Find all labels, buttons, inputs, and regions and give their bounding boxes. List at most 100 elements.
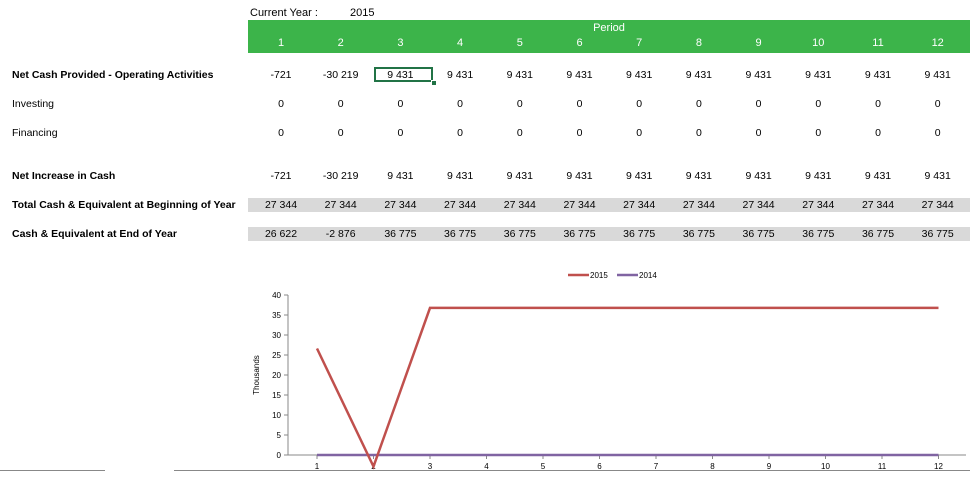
table-cell[interactable]: 9 431 [924, 69, 951, 81]
table-cell[interactable]: 9 431 [387, 69, 414, 81]
table-cell[interactable]: 9 431 [805, 170, 832, 182]
table-cell[interactable]: 9 431 [924, 170, 951, 182]
table-cell[interactable]: 36 775 [384, 228, 417, 240]
table-cell[interactable]: 0 [337, 127, 344, 139]
table-cell[interactable]: 0 [755, 127, 762, 139]
table-cell[interactable]: 27 344 [324, 199, 357, 211]
table-cell[interactable]: 0 [576, 127, 583, 139]
y-tick-label: 25 [272, 351, 281, 360]
table-cell[interactable]: 36 775 [444, 228, 477, 240]
period-number: 10 [812, 37, 825, 49]
row-label: Cash & Equivalent at End of Year [12, 228, 177, 240]
table-cell[interactable]: 0 [516, 127, 523, 139]
table-cell[interactable]: 0 [815, 127, 822, 139]
table-cell[interactable]: 9 431 [626, 69, 653, 81]
period-number: 1 [277, 37, 285, 49]
table-cell[interactable]: 9 431 [626, 170, 653, 182]
x-tick-label: 7 [654, 462, 659, 471]
table-cell[interactable]: -2 876 [325, 228, 356, 240]
table-cell[interactable]: 0 [636, 127, 643, 139]
table-cell[interactable]: -30 219 [322, 69, 359, 81]
selected-cell-outline[interactable] [374, 67, 433, 82]
table-cell[interactable]: 0 [695, 127, 702, 139]
table-cell[interactable]: 0 [457, 98, 464, 110]
table-cell[interactable]: 27 344 [264, 199, 298, 211]
table-cell[interactable]: 9 431 [566, 69, 593, 81]
table-cell[interactable]: 9 431 [685, 170, 713, 182]
table-cell[interactable]: 0 [397, 127, 404, 139]
table-cell[interactable]: 36 775 [623, 228, 656, 240]
y-tick-label: 15 [272, 391, 281, 400]
table-cell[interactable]: 27 344 [563, 199, 596, 211]
current-year-value[interactable]: 2015 [350, 7, 375, 19]
period-number: 11 [872, 37, 884, 49]
table-cell[interactable]: 36 775 [802, 228, 835, 240]
table-cell[interactable]: 27 344 [444, 199, 477, 211]
table-cell[interactable]: -721 [270, 69, 292, 81]
x-tick-label: 1 [315, 462, 320, 471]
table-cell[interactable]: 27 344 [921, 199, 954, 211]
table-cell[interactable]: 36 775 [682, 228, 715, 240]
table-cell[interactable]: 9 431 [506, 170, 533, 182]
table-cell[interactable]: 0 [337, 98, 344, 110]
table-cell[interactable]: 0 [278, 98, 284, 110]
table-cell[interactable]: 0 [397, 98, 404, 110]
y-tick-label: 10 [272, 411, 281, 420]
table-cell[interactable]: 9 431 [387, 170, 414, 182]
table-cell[interactable]: 36 775 [742, 228, 775, 240]
table-cell[interactable]: 27 344 [861, 199, 895, 211]
table-cell[interactable]: 27 344 [742, 199, 775, 211]
table-cell[interactable]: 27 344 [802, 199, 835, 211]
y-tick-label: 5 [277, 431, 282, 440]
table-cell[interactable]: -30 219 [322, 170, 359, 182]
table-cell[interactable]: 9 431 [805, 69, 832, 81]
table-cell[interactable]: 0 [875, 98, 881, 110]
table-cell[interactable]: 0 [875, 127, 881, 139]
table-cell[interactable]: 9 431 [745, 170, 772, 182]
x-tick-label: 11 [878, 462, 887, 471]
table-cell[interactable]: 27 344 [503, 199, 536, 211]
table-cell[interactable]: 0 [576, 98, 583, 110]
table-cell[interactable]: 9 431 [864, 69, 892, 81]
table-cell[interactable]: 0 [516, 98, 523, 110]
y-axis-label: Thousands [252, 355, 261, 395]
table-cell[interactable]: 26 622 [264, 228, 298, 240]
table-cell[interactable]: 0 [457, 127, 464, 139]
period-number: 3 [397, 37, 404, 49]
y-tick-label: 35 [272, 311, 281, 320]
table-cell[interactable]: 36 775 [861, 228, 895, 240]
table-cell[interactable]: 9 431 [685, 69, 713, 81]
table-cell[interactable]: 36 775 [563, 228, 596, 240]
table-cell[interactable]: 0 [815, 98, 822, 110]
table-cell[interactable]: 0 [934, 127, 941, 139]
table-cell[interactable]: 36 775 [503, 228, 536, 240]
table-cell[interactable]: 27 344 [682, 199, 715, 211]
table-cell[interactable]: 0 [278, 127, 284, 139]
table-cell[interactable]: 9 431 [446, 170, 474, 182]
table-cell[interactable]: 0 [695, 98, 702, 110]
period-number: 4 [457, 37, 464, 49]
table-cell[interactable]: 9 431 [566, 170, 593, 182]
table-cell[interactable]: 0 [636, 98, 643, 110]
period-number: 8 [695, 37, 702, 49]
table-cell[interactable]: -721 [270, 170, 292, 182]
period-header: Period 1 2 3 4 5 6 7 8 9 10 11 12 [248, 20, 970, 53]
period-number: 12 [931, 37, 944, 49]
x-tick-label: 9 [767, 462, 772, 471]
table-cell[interactable]: 36 775 [921, 228, 954, 240]
table-cell[interactable]: 9 431 [506, 69, 533, 81]
table-cell[interactable]: 9 431 [446, 69, 474, 81]
table-cell[interactable]: 27 344 [384, 199, 417, 211]
table-cell[interactable]: 27 344 [623, 199, 656, 211]
y-tick-label: 30 [272, 331, 281, 340]
table-cell[interactable]: 0 [934, 98, 941, 110]
table-cell[interactable]: 9 431 [745, 69, 772, 81]
fill-handle[interactable] [431, 80, 437, 86]
table-cell[interactable]: 0 [755, 98, 762, 110]
row-label: Total Cash & Equivalent at Beginning of … [12, 199, 236, 211]
x-tick-label: 6 [597, 462, 602, 471]
table-cell[interactable]: 9 431 [864, 170, 892, 182]
sheet-line-right [174, 470, 970, 471]
row-label: Financing [12, 127, 58, 139]
x-tick-label: 12 [934, 462, 943, 471]
